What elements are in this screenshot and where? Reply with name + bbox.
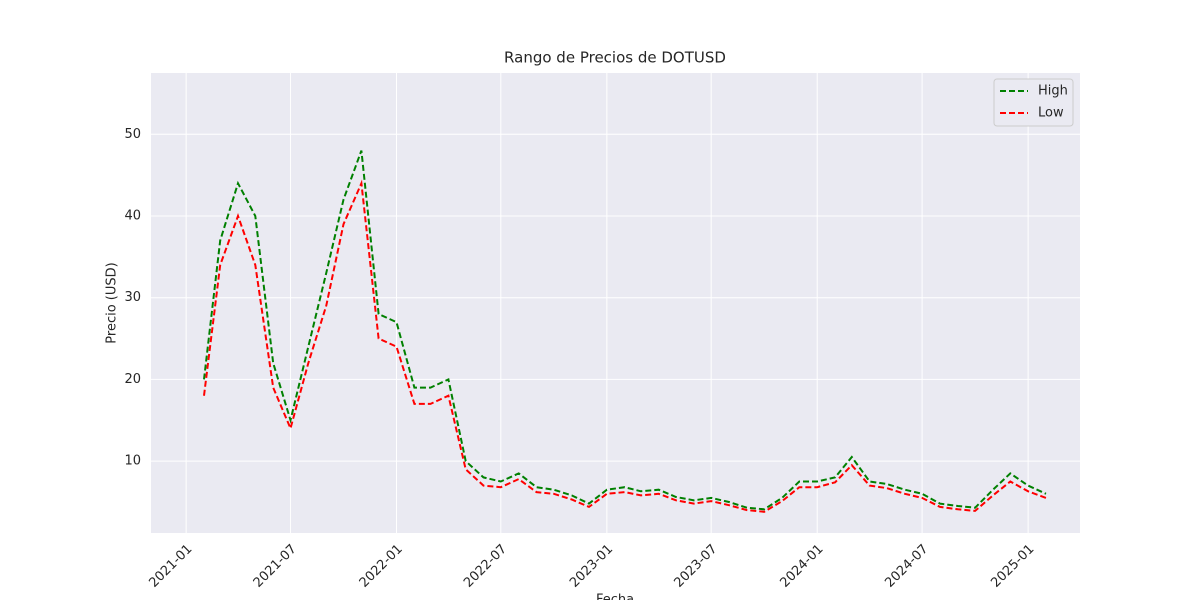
y-tick-label: 20 [124, 372, 141, 387]
y-tick-label: 30 [124, 290, 141, 305]
x-tick-label: 2021-01 [146, 542, 195, 591]
x-axis-label: Fecha [596, 593, 634, 601]
x-tick-label: 2022-01 [357, 542, 406, 591]
legend: High Low [993, 78, 1074, 127]
x-tick-label: 2024-01 [777, 542, 826, 591]
y-tick-label: 50 [124, 127, 141, 142]
x-tick-label: 2022-07 [461, 542, 510, 591]
x-tick-label: 2025-01 [988, 542, 1037, 591]
x-tick-label: 2023-07 [671, 542, 720, 591]
x-tick-label: 2023-01 [567, 542, 616, 591]
plot-area [151, 73, 1080, 533]
chart-title: Rango de Precios de DOTUSD [504, 49, 726, 67]
legend-label: High [1038, 84, 1068, 99]
y-tick-label: 40 [124, 208, 141, 223]
x-tick-label: 2024-07 [882, 542, 931, 591]
legend-label: Low [1038, 106, 1064, 121]
series-line [203, 179, 1047, 513]
x-tick-label: 2021-07 [251, 542, 300, 591]
y-tick-label: 10 [124, 454, 141, 469]
y-axis-label: Precio (USD) [105, 262, 120, 343]
series-line [203, 150, 1047, 511]
